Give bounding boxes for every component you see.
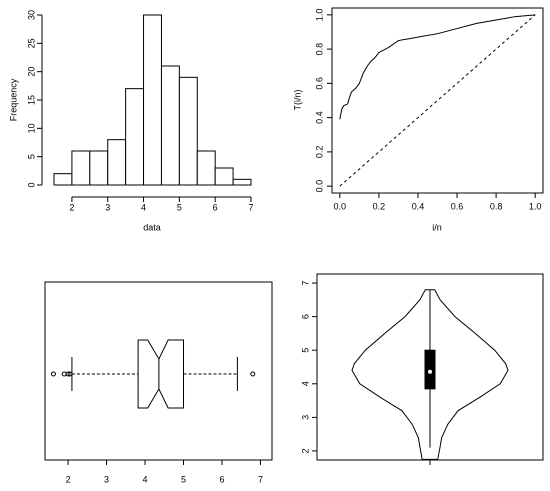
bar <box>53 173 73 186</box>
y-tick-label: 0 <box>26 182 36 187</box>
median <box>427 368 433 375</box>
x-axis-label: i/n <box>432 222 442 232</box>
x-tick-label: 0.2 <box>373 201 386 211</box>
bar <box>89 150 109 186</box>
y-tick-label: 1.0 <box>314 9 324 22</box>
x-tick-label: 4 <box>141 202 146 212</box>
y-axis-label: Frequency <box>8 78 18 121</box>
outlier <box>67 371 73 377</box>
x-tick-label: 0.6 <box>451 201 464 211</box>
x-tick-label: 0.8 <box>490 201 503 211</box>
x-axis-label: data <box>143 222 161 232</box>
x-tick-label: 2 <box>66 474 71 484</box>
bar <box>143 14 162 186</box>
x-tick-label: 4 <box>143 474 148 484</box>
bar <box>125 88 145 186</box>
y-tick-label: 5 <box>300 348 310 353</box>
bar <box>107 139 127 186</box>
y-tick-label: 25 <box>26 38 36 48</box>
outlier <box>50 371 56 377</box>
y-tick-label: 10 <box>26 123 36 133</box>
y-tick-label: 0.8 <box>314 43 324 56</box>
x-tick-label: 7 <box>258 474 263 484</box>
bar <box>214 167 234 186</box>
y-tick-label: 30 <box>26 10 36 20</box>
y-tick-label: 0.0 <box>314 180 324 193</box>
y-tick-label: 5 <box>26 154 36 159</box>
y-tick-label: 2 <box>300 448 310 453</box>
y-tick-label: 6 <box>300 314 310 319</box>
y-tick-label: 0.6 <box>314 77 324 90</box>
bar <box>71 150 91 186</box>
bar <box>178 76 198 186</box>
line-series <box>339 14 536 187</box>
x-tick-label: 5 <box>177 202 182 212</box>
y-tick-label: 7 <box>300 281 310 286</box>
y-axis-label: T(i/n) <box>292 90 302 111</box>
outlier <box>250 371 256 377</box>
x-tick-label: 2 <box>69 202 74 212</box>
y-tick-label: 0.2 <box>314 146 324 159</box>
y-tick-label: 3 <box>300 415 310 420</box>
x-tick-label: 3 <box>104 474 109 484</box>
x-tick-label: 1.0 <box>529 201 542 211</box>
x-tick-label: 0.4 <box>412 201 425 211</box>
x-tick-label: 6 <box>213 202 218 212</box>
x-tick-label: 0.0 <box>334 201 347 211</box>
bar <box>232 178 252 186</box>
y-tick-label: 15 <box>26 95 36 105</box>
y-tick-label: 4 <box>300 381 310 386</box>
bar <box>196 150 216 186</box>
box <box>137 339 185 409</box>
y-tick-label: 0.4 <box>314 111 324 124</box>
y-tick-label: 20 <box>26 67 36 77</box>
x-tick-label: 6 <box>219 474 224 484</box>
bar <box>160 65 180 186</box>
line-series <box>339 14 536 120</box>
x-tick-label: 7 <box>248 202 253 212</box>
x-tick-label: 5 <box>181 474 186 484</box>
outlier <box>65 371 71 377</box>
x-tick-label: 3 <box>105 202 110 212</box>
violin-outline <box>351 289 509 460</box>
